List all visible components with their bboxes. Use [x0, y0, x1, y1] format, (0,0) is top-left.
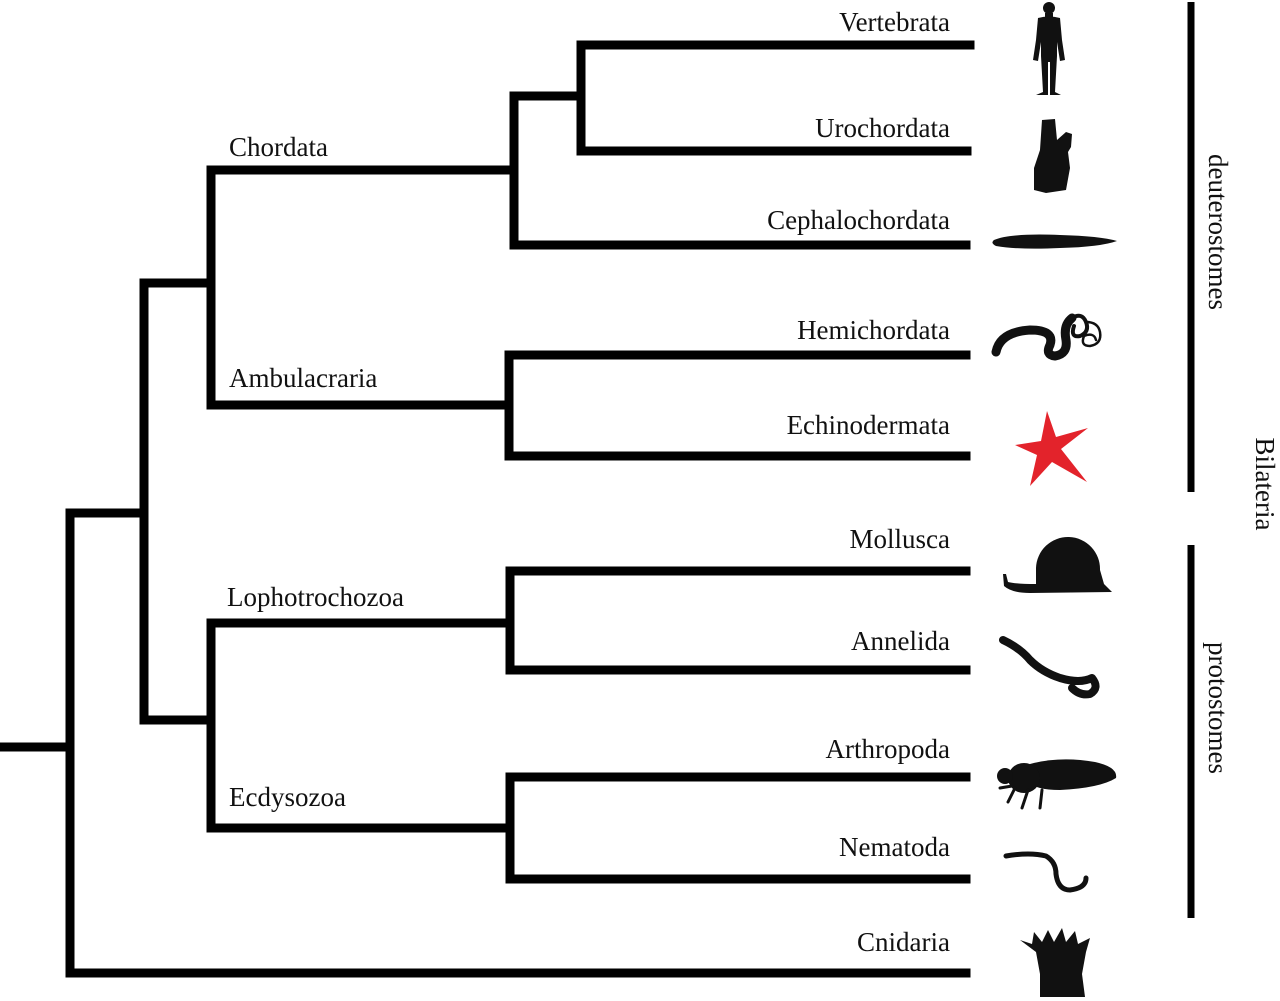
clade-label-lophotrochozoa: Lophotrochozoa	[227, 582, 404, 612]
tunicate-icon	[1034, 119, 1072, 193]
lancelet-icon	[992, 234, 1117, 249]
acorn-worm-icon	[991, 313, 1102, 361]
clade-label-chordata: Chordata	[229, 132, 328, 162]
taxon-label-arthropoda: Arthropoda	[826, 734, 950, 764]
taxon-label-annelida: Annelida	[851, 626, 950, 656]
fly-icon	[997, 759, 1117, 810]
human-icon	[1033, 2, 1065, 95]
taxon-icons	[991, 2, 1117, 997]
taxon-label-cephalochordata: Cephalochordata	[767, 205, 950, 235]
taxon-label-cnidaria: Cnidaria	[857, 927, 950, 957]
clade-label-ambulacraria: Ambulacraria	[229, 363, 377, 393]
nematode-icon	[1003, 851, 1089, 893]
sea-anemone-icon	[1020, 928, 1090, 997]
earthworm-icon	[999, 636, 1100, 699]
tree-branches	[0, 40, 975, 978]
group-label-protostomes: protostomes	[1203, 642, 1233, 774]
clade-label-ecdysozoa: Ecdysozoa	[229, 782, 346, 812]
taxon-label-vertebrata: Vertebrata	[839, 7, 950, 37]
starfish-icon	[1015, 411, 1088, 486]
group-label-deuterostomes: deuterostomes	[1203, 154, 1233, 310]
taxon-label-echinodermata: Echinodermata	[787, 410, 950, 440]
clade-labels: Chordata Ambulacraria Lophotrochozoa Ecd…	[227, 132, 404, 812]
taxon-labels: Vertebrata Urochordata Cephalochordata H…	[767, 7, 950, 957]
group-brackets: deuterostomes protostomes Bilateria	[1187, 2, 1280, 918]
taxon-label-nematoda: Nematoda	[839, 832, 950, 862]
taxon-label-urochordata: Urochordata	[815, 113, 950, 143]
taxon-label-hemichordata: Hemichordata	[797, 315, 950, 345]
taxon-label-mollusca: Mollusca	[850, 524, 951, 554]
group-label-bilateria: Bilateria	[1250, 438, 1280, 531]
snail-icon	[1003, 537, 1112, 593]
